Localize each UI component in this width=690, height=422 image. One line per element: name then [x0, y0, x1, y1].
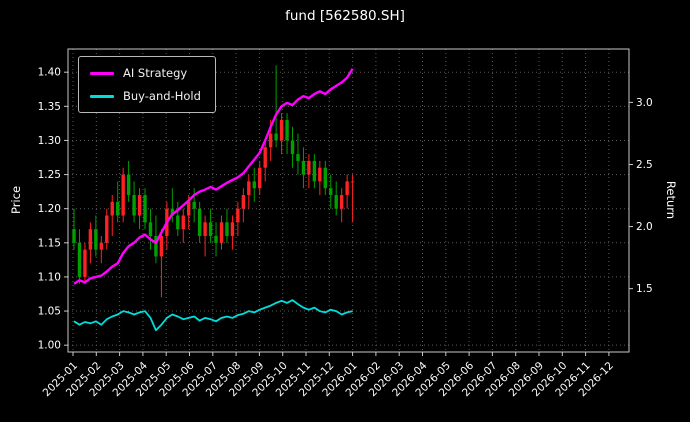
buy-and-hold-line-sample-icon	[90, 94, 114, 98]
svg-text:1.00: 1.00	[38, 340, 61, 352]
svg-text:1.40: 1.40	[38, 67, 61, 79]
svg-text:2.0: 2.0	[636, 221, 653, 233]
svg-text:1.5: 1.5	[636, 283, 653, 295]
legend-label-ai-strategy: AI Strategy	[123, 66, 188, 80]
legend: AI Strategy Buy-and-Hold	[78, 56, 216, 113]
svg-text:1.05: 1.05	[38, 306, 61, 318]
chart-title: fund [562580.SH]	[285, 8, 405, 24]
tick-labels: 1.00 1.05 1.10 1.15 1.20 1.25 1.30 1.35 1.40 1.5 2…	[38, 67, 653, 399]
ai-strategy-line-sample-icon	[90, 71, 114, 75]
svg-text:2.5: 2.5	[636, 159, 653, 171]
ai-strategy-line	[73, 68, 354, 285]
legend-item-buy-and-hold: Buy-and-Hold	[90, 89, 201, 103]
svg-text:1.20: 1.20	[38, 203, 61, 215]
buy-and-hold-line	[73, 299, 353, 332]
svg-text:1.30: 1.30	[38, 135, 61, 147]
legend-item-ai-strategy: AI Strategy	[90, 66, 201, 80]
svg-text:1.35: 1.35	[38, 101, 61, 113]
svg-text:3.0: 3.0	[636, 97, 653, 109]
y-axis-label-return: Return	[664, 180, 679, 220]
svg-text:1.15: 1.15	[38, 237, 61, 249]
legend-label-buy-and-hold: Buy-and-Hold	[123, 89, 201, 103]
candlesticks	[72, 65, 355, 298]
grid	[68, 49, 629, 352]
svg-text:1.25: 1.25	[38, 169, 61, 181]
tick-marks	[64, 71, 633, 356]
plot-border	[67, 48, 630, 353]
svg-text:1.10: 1.10	[38, 271, 61, 283]
y-axis-label-price: Price	[9, 185, 24, 215]
